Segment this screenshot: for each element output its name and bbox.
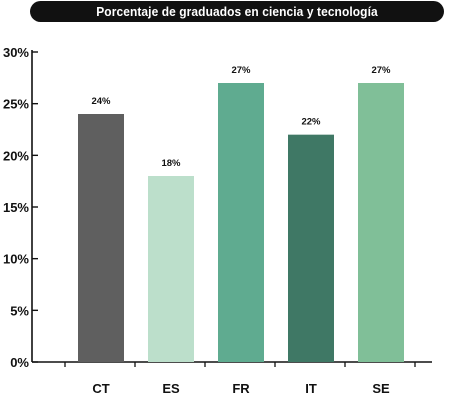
- chart-title-bar: Porcentaje de graduados en ciencia y tec…: [30, 1, 444, 22]
- data-label: 27%: [231, 65, 251, 76]
- data-label: 18%: [161, 158, 181, 169]
- bar-ct: [78, 114, 124, 362]
- y-tick-label: 10%: [3, 252, 29, 267]
- bar-se: [358, 83, 404, 362]
- y-tick-label: 30%: [3, 45, 29, 60]
- data-label: 22%: [301, 117, 321, 128]
- category-label: FR: [232, 381, 250, 396]
- y-tick-label: 15%: [3, 200, 29, 215]
- bar-series: [78, 83, 404, 362]
- category-label: SE: [372, 381, 390, 396]
- y-tick-label: 5%: [10, 303, 29, 318]
- y-tick-label: 20%: [3, 148, 29, 163]
- bar-fr: [218, 83, 264, 362]
- y-tick-label: 0%: [10, 355, 29, 370]
- category-label: ES: [162, 381, 180, 396]
- y-tick-label: 25%: [3, 97, 29, 112]
- category-label: CT: [92, 381, 109, 396]
- chart-labels: 24% CT 18% ES 27% FR 22% IT 27% SE: [91, 65, 391, 396]
- chart-title: Porcentaje de graduados en ciencia y tec…: [96, 4, 378, 19]
- category-label: IT: [305, 381, 317, 396]
- bar-es: [148, 176, 194, 362]
- data-label: 24%: [91, 96, 111, 107]
- data-label: 27%: [371, 65, 391, 76]
- bar-it: [288, 134, 334, 362]
